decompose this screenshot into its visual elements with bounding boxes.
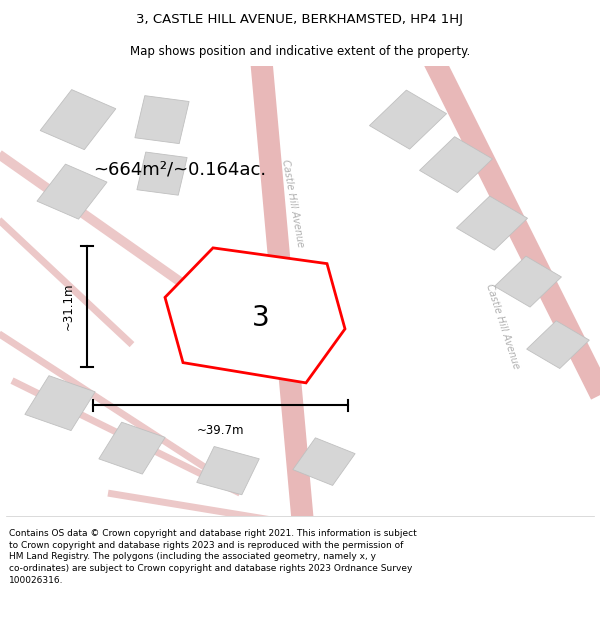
Polygon shape	[165, 248, 345, 383]
Bar	[40, 89, 116, 149]
Text: Castle Hill Avenue: Castle Hill Avenue	[484, 282, 521, 371]
Bar	[135, 96, 189, 144]
Text: ~39.7m: ~39.7m	[197, 424, 244, 437]
Text: ~31.1m: ~31.1m	[61, 282, 74, 330]
Bar	[527, 321, 589, 369]
Bar	[494, 256, 562, 307]
Bar	[457, 196, 527, 250]
Bar	[37, 164, 107, 219]
Text: Contains OS data © Crown copyright and database right 2021. This information is : Contains OS data © Crown copyright and d…	[9, 529, 417, 585]
Text: 3: 3	[252, 304, 270, 332]
Text: Castle Hill Avenue: Castle Hill Avenue	[280, 158, 305, 248]
Bar	[99, 422, 165, 474]
Bar	[419, 137, 493, 192]
Bar	[370, 90, 446, 149]
Bar	[197, 446, 259, 495]
Bar	[25, 376, 95, 431]
Bar	[293, 438, 355, 486]
Text: 3, CASTLE HILL AVENUE, BERKHAMSTED, HP4 1HJ: 3, CASTLE HILL AVENUE, BERKHAMSTED, HP4 …	[137, 13, 464, 26]
Text: Map shows position and indicative extent of the property.: Map shows position and indicative extent…	[130, 45, 470, 58]
Text: ~664m²/~0.164ac.: ~664m²/~0.164ac.	[94, 160, 266, 178]
Bar	[137, 152, 187, 195]
